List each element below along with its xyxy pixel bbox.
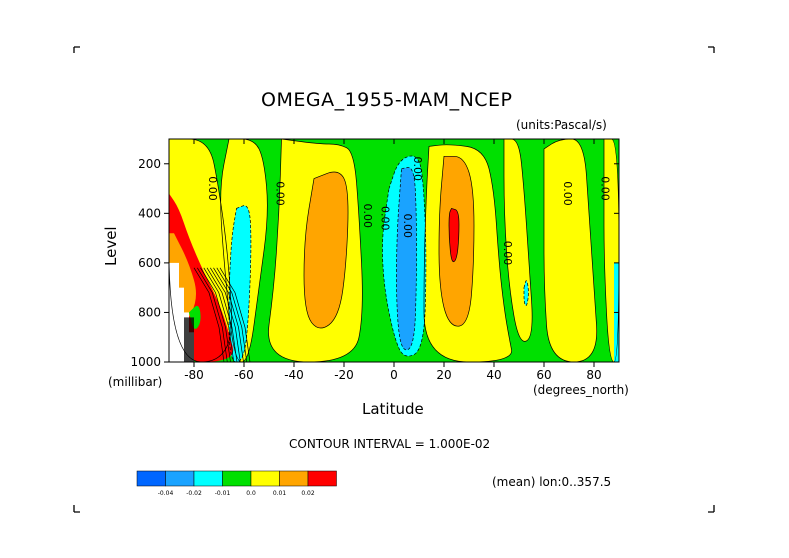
contour-south-dense-7	[216, 267, 248, 362]
fill-blue-equator	[396, 167, 417, 350]
x-axis-label: Latitude	[362, 400, 424, 418]
fill-orange-0	[304, 172, 349, 329]
x-tick-label: 80	[586, 368, 601, 382]
x-unit-label: (degrees_north)	[533, 383, 629, 397]
contour-yellow-1	[220, 139, 268, 362]
contour-south-dense-6	[213, 267, 244, 362]
x-tick-label: -40	[284, 368, 304, 382]
contour-label: 0.00	[561, 181, 574, 206]
contour-south-dense-5	[210, 267, 241, 362]
dense-contour-mass	[184, 317, 194, 362]
contour-label: 0.00	[411, 156, 424, 181]
contour-cyan-1	[382, 155, 427, 357]
contour-red-north	[448, 207, 460, 263]
contour-label: 0.00	[599, 176, 612, 201]
x-tick-label: 40	[486, 368, 501, 382]
legend-swatch	[136, 470, 166, 487]
legend-swatch	[279, 470, 309, 487]
x-tick-label: 60	[536, 368, 551, 382]
contour-interval-note: CONTOUR INTERVAL = 1.000E-02	[289, 437, 491, 451]
contour-label: 0.00	[379, 206, 392, 231]
fill-cyan-0	[229, 205, 251, 362]
y-tick-label: 800	[138, 305, 161, 319]
contour-south-dense-0	[193, 267, 225, 362]
contour-orange-1	[438, 155, 475, 327]
x-tick-label: -80	[184, 368, 204, 382]
contour-south-dense-3	[203, 267, 235, 362]
x-tick-label: 0	[390, 368, 398, 382]
legend-label: 0.01	[273, 490, 287, 497]
x-tick-label: 20	[436, 368, 451, 382]
legend-label: 0.0	[246, 490, 256, 497]
y-tick-label: 1000	[130, 355, 161, 369]
y-tick-label: 200	[138, 157, 161, 171]
y-unit-label: (millibar)	[108, 375, 163, 389]
legend-label: -0.04	[158, 490, 174, 497]
legend-label: -0.02	[186, 490, 202, 497]
contour-south-dense-1	[197, 267, 228, 362]
mean-note: (mean) lon:0..357.5	[492, 475, 612, 489]
contour-yellow-2	[268, 139, 363, 362]
contour-south-dense-4	[206, 267, 238, 362]
x-tick-label: -20	[334, 368, 354, 382]
contour-cyan-2	[523, 280, 529, 306]
contour-label: 0.00	[274, 181, 287, 206]
contour-yellow-4	[503, 139, 533, 342]
fill-cyan-2	[524, 280, 529, 306]
y-tick-label: 400	[138, 206, 161, 220]
contour-yellow-3	[423, 144, 512, 362]
legend-swatch	[222, 470, 252, 487]
legend-swatch	[165, 470, 195, 487]
contour-label: 0.00	[501, 241, 514, 266]
legend-label: 0.02	[301, 490, 315, 497]
contour-orange-0	[303, 171, 349, 329]
legend-swatch	[250, 470, 280, 487]
contour-label: 0.00	[401, 213, 414, 238]
units-label: (units:Pascal/s)	[516, 118, 607, 132]
legend-swatch	[307, 470, 337, 487]
legend-swatch	[193, 470, 223, 487]
contour-label: 0.00	[361, 204, 374, 229]
contour-south-dense-8	[219, 267, 251, 362]
x-tick-label: -60	[234, 368, 254, 382]
contour-yellow-5	[543, 139, 598, 362]
contour-label: 0.00	[206, 176, 219, 201]
fill-yellow-5	[544, 139, 597, 362]
chart-title: OMEGA_1955-MAM_NCEP	[261, 89, 513, 111]
contour-blue-equator	[396, 167, 417, 351]
y-tick-label: 600	[138, 256, 161, 270]
legend-label: -0.01	[215, 490, 231, 497]
fill-red-north	[449, 208, 459, 262]
contour-south-dense-2	[200, 267, 231, 362]
